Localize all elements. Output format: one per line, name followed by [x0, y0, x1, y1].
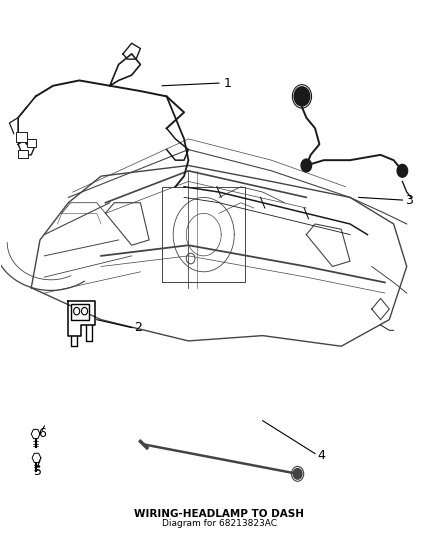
Text: 3: 3	[405, 193, 413, 207]
Circle shape	[293, 469, 302, 479]
Bar	[16, 132, 27, 142]
Text: 1: 1	[224, 77, 232, 90]
Text: 2: 2	[134, 321, 142, 334]
Circle shape	[301, 159, 311, 172]
Circle shape	[294, 87, 310, 106]
Bar	[71, 304, 89, 320]
Text: WIRING-HEADLAMP TO DASH: WIRING-HEADLAMP TO DASH	[134, 508, 304, 519]
Text: 4: 4	[318, 449, 325, 462]
Circle shape	[397, 165, 408, 177]
Text: Diagram for 68213823AC: Diagram for 68213823AC	[162, 519, 276, 528]
Text: 5: 5	[34, 465, 42, 478]
Bar	[18, 150, 28, 158]
Text: 6: 6	[38, 427, 46, 440]
Bar	[27, 140, 35, 147]
